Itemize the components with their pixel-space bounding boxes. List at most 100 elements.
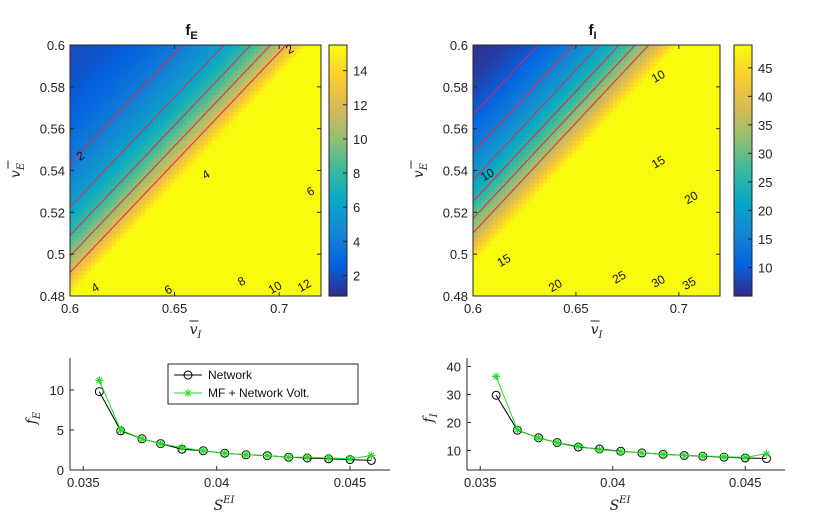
- heatmap-cell: [258, 82, 264, 88]
- heatmap-cell: [90, 61, 96, 67]
- heatmap-cell: [224, 174, 230, 180]
- heatmap-cell: [70, 82, 75, 88]
- heatmap-cell: [157, 120, 163, 126]
- heatmap-cell: [195, 266, 201, 272]
- heatmap-cell: [187, 145, 192, 151]
- heatmap-cell: [505, 254, 511, 259]
- heatmap-cell: [116, 229, 121, 234]
- heatmap-cell: [166, 53, 171, 59]
- heatmap-cell: [124, 99, 130, 105]
- heatmap-cell: [141, 65, 146, 71]
- heatmap-cell: [473, 95, 478, 100]
- heatmap-cell: [514, 166, 519, 172]
- heatmap-cell: [493, 128, 499, 134]
- heatmap-cell: [295, 224, 301, 230]
- heatmap-cell: [526, 57, 532, 63]
- heatmap-cell: [237, 74, 243, 80]
- heatmap-cell: [241, 254, 247, 259]
- heatmap-cell: [90, 95, 96, 100]
- heatmap-cell: [312, 107, 318, 113]
- heatmap-cell: [270, 65, 276, 71]
- heatmap-cell: [526, 103, 532, 109]
- heatmap-cell: [308, 270, 314, 276]
- heatmap-cell: [170, 195, 176, 201]
- heatmap-cell: [542, 199, 548, 205]
- heatmap-cell: [132, 157, 138, 163]
- heatmap-cell: [170, 291, 176, 297]
- heatmap-cell: [216, 191, 222, 197]
- heatmap-cell: [542, 224, 548, 230]
- heatmap-cell: [120, 212, 125, 218]
- heatmap-cell: [195, 99, 201, 105]
- heatmap-cell: [116, 195, 121, 201]
- heatmap-cell: [551, 254, 556, 259]
- heatmap-cell: [78, 157, 84, 163]
- heatmap-cell: [489, 258, 495, 264]
- heatmap-cell: [162, 128, 167, 134]
- heatmap-cell: [149, 220, 155, 226]
- heatmap-cell: [530, 86, 536, 92]
- heatmap-cell: [182, 233, 188, 239]
- colorbar-step: [329, 88, 347, 93]
- heatmap-cell: [182, 212, 188, 218]
- heatmap-cell: [199, 45, 205, 50]
- heatmap-cell: [141, 57, 146, 63]
- heatmap-cell: [505, 120, 511, 126]
- heatmap-cell: [82, 212, 88, 218]
- heatmap-cell: [166, 141, 171, 146]
- heatmap-cell: [262, 178, 268, 184]
- heatmap-cell: [120, 111, 125, 117]
- heatmap-cell: [162, 103, 167, 109]
- heatmap-cell: [308, 86, 314, 92]
- heatmap-cell: [308, 132, 314, 138]
- heatmap-cell: [534, 120, 540, 126]
- heatmap-cell: [124, 107, 130, 113]
- heatmap-cell: [74, 53, 79, 59]
- heatmap-cell: [170, 249, 176, 255]
- heatmap-cell: [203, 70, 209, 75]
- heatmap-cell: [304, 99, 310, 105]
- heatmap-cell: [262, 187, 268, 193]
- heatmap-cell: [258, 212, 264, 218]
- heatmap-cell: [279, 191, 284, 197]
- heatmap-cell: [266, 283, 272, 289]
- heatmap-cell: [266, 237, 272, 243]
- heatmap-cell: [86, 241, 92, 247]
- heatmap-cell: [82, 187, 88, 193]
- heatmap-cell: [526, 116, 532, 121]
- heatmap-cell: [124, 149, 130, 155]
- heatmap-cell: [120, 82, 125, 88]
- heatmap-cell: [111, 132, 117, 138]
- heatmap-cell: [199, 149, 205, 155]
- heatmap-cell: [178, 82, 184, 88]
- heatmap-cell: [473, 178, 478, 184]
- heatmap-cell: [287, 166, 293, 172]
- heatmap-cell: [153, 65, 159, 71]
- heatmap-cell: [266, 53, 272, 59]
- heatmap-cell: [136, 266, 142, 272]
- heatmap-cell: [208, 149, 213, 155]
- heatmap-cell: [103, 279, 109, 285]
- heatmap-cell: [279, 61, 284, 67]
- heatmap-cell: [120, 65, 125, 71]
- heatmap-cell: [287, 95, 293, 100]
- heatmap-cell: [518, 283, 523, 289]
- heatmap-cell: [493, 266, 499, 272]
- heatmap-cell: [249, 145, 255, 151]
- heatmap-cell: [174, 241, 180, 247]
- heatmap-cell: [493, 132, 499, 138]
- heatmap-cell: [203, 279, 209, 285]
- heatmap-cell: [208, 70, 213, 75]
- colorbar-step: [329, 277, 347, 281]
- heatmap-cell: [212, 258, 218, 264]
- heatmap-cell: [74, 203, 79, 209]
- heatmap-cell: [141, 258, 146, 264]
- heatmap-cell: [241, 212, 247, 218]
- heatmap-cell: [141, 275, 146, 280]
- heatmap-cell: [518, 216, 523, 222]
- heatmap-cell: [99, 111, 105, 117]
- heatmap-cell: [501, 237, 507, 243]
- heatmap-cell: [534, 229, 540, 234]
- heatmap-cell: [481, 45, 486, 50]
- heatmap-cell: [136, 270, 142, 276]
